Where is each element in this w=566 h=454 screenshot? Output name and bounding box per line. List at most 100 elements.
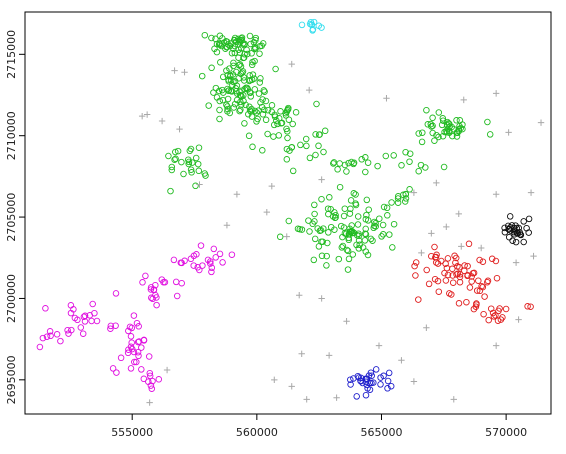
data-point-cross xyxy=(146,399,153,406)
data-point xyxy=(388,199,395,206)
data-point xyxy=(368,372,375,379)
data-point xyxy=(168,166,176,174)
x-axis: 555000 560000 565000 570000 xyxy=(111,414,527,439)
data-point xyxy=(346,225,353,233)
data-point xyxy=(340,212,348,220)
data-point xyxy=(523,224,530,232)
points-layer xyxy=(36,18,545,406)
data-point-cross xyxy=(512,259,520,266)
data-point xyxy=(318,195,325,203)
data-point xyxy=(318,24,325,31)
data-point-cross xyxy=(515,316,522,323)
data-point xyxy=(285,116,293,123)
data-point xyxy=(238,101,245,108)
data-point xyxy=(433,131,440,139)
data-point xyxy=(47,332,54,340)
data-point xyxy=(140,337,148,344)
data-point xyxy=(172,278,180,286)
data-point-cross xyxy=(433,179,440,187)
data-point xyxy=(473,301,480,308)
data-point xyxy=(225,77,232,85)
data-point-cross xyxy=(176,125,183,133)
series-1 xyxy=(36,242,236,392)
data-point-cross xyxy=(410,189,418,196)
data-point xyxy=(461,262,468,269)
data-point-cross xyxy=(296,291,303,299)
x-tick-label: 565000 xyxy=(360,426,402,439)
data-point xyxy=(216,40,223,47)
data-point-cross xyxy=(163,366,171,374)
data-point xyxy=(415,296,422,303)
data-point-cross xyxy=(288,383,295,390)
data-point xyxy=(271,111,278,119)
data-point xyxy=(217,59,224,66)
data-point xyxy=(318,252,326,260)
data-point xyxy=(285,104,292,112)
data-point xyxy=(259,40,267,47)
data-point xyxy=(297,141,304,149)
data-point xyxy=(145,353,153,360)
data-point xyxy=(441,269,448,277)
data-point xyxy=(371,222,378,230)
data-point xyxy=(225,87,232,94)
data-point xyxy=(284,134,291,142)
data-point xyxy=(248,113,256,120)
data-point xyxy=(67,302,75,309)
data-point xyxy=(311,201,318,209)
data-point-cross xyxy=(423,324,430,331)
data-point xyxy=(401,198,409,205)
data-point xyxy=(358,156,365,163)
data-point xyxy=(357,374,365,382)
series-2 xyxy=(411,240,534,324)
data-point xyxy=(89,300,96,308)
data-point xyxy=(187,145,195,153)
data-point xyxy=(168,163,176,171)
data-point xyxy=(224,103,231,110)
data-point xyxy=(449,279,457,286)
data-point xyxy=(479,258,487,265)
data-point-cross xyxy=(233,191,241,198)
data-point xyxy=(481,293,488,300)
data-point xyxy=(311,210,318,218)
data-point xyxy=(323,252,330,260)
data-point xyxy=(112,322,119,329)
data-point xyxy=(42,305,49,312)
data-point xyxy=(194,160,202,168)
data-point xyxy=(251,86,259,93)
data-point xyxy=(261,106,268,114)
data-point xyxy=(128,339,135,346)
data-point xyxy=(349,251,357,258)
data-point xyxy=(363,196,371,204)
data-point xyxy=(283,156,291,163)
data-point xyxy=(415,167,422,175)
data-point-cross xyxy=(288,60,295,68)
y-axis: 2695000 2700000 2705000 2710000 2715000 xyxy=(5,30,25,404)
data-point xyxy=(289,167,297,175)
data-point-cross xyxy=(530,252,537,260)
data-point xyxy=(509,237,516,244)
data-point xyxy=(227,72,234,79)
data-point xyxy=(125,327,132,335)
data-point xyxy=(352,201,360,209)
data-point xyxy=(240,41,248,49)
data-point xyxy=(384,212,391,219)
data-point xyxy=(379,231,387,238)
data-point xyxy=(324,205,332,212)
data-point xyxy=(230,59,237,67)
data-point xyxy=(177,259,185,266)
data-point xyxy=(292,109,300,116)
data-point xyxy=(453,117,460,124)
data-point xyxy=(113,369,120,376)
x-tick-label: 570000 xyxy=(485,426,527,439)
data-point xyxy=(348,222,355,229)
data-point xyxy=(172,155,179,163)
data-point xyxy=(128,345,136,353)
data-point xyxy=(241,120,248,127)
series-6 xyxy=(138,60,545,406)
data-point xyxy=(282,109,289,117)
data-point xyxy=(259,147,266,154)
data-point xyxy=(364,159,372,166)
data-point xyxy=(226,65,233,72)
data-point xyxy=(313,100,320,108)
data-point xyxy=(492,312,499,319)
